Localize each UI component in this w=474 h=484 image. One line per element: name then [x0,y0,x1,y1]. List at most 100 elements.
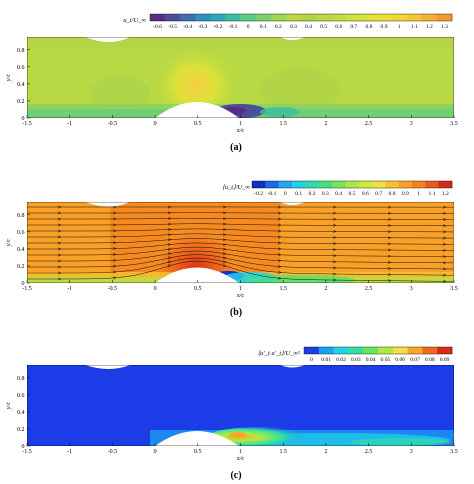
streamline-arrow [442,279,447,283]
colorbar-frame [149,13,453,22]
streamline-arrow [57,253,62,257]
streamline-arrow [387,248,392,252]
colorbar-swatch [210,14,226,21]
colorbar-swatch [385,181,399,188]
x-tick-label: 3 [410,121,413,127]
axes-b: -1.5 -1 -0.5 0 0.5 1 1.5 2 2.5 3 3.5 0 0.2 0.4 0.6 0.8 x… [5,213,458,299]
streamline-arrow [387,254,392,258]
colorbar-swatch [332,181,346,188]
streamline-arrow [57,223,62,227]
streamline-arrow [112,264,117,268]
colorbar-tick-label: 0.5 [349,191,356,197]
streamline-arrow [167,228,172,231]
streamline-arrow [112,247,117,250]
streamline-arrow [277,229,282,233]
colorbar-swatch [392,347,408,354]
colorbar-tick-label: 1.1 [429,191,436,197]
streamline-arrow [442,230,447,234]
colorbar-tick-label: 0.6 [335,24,342,30]
streamline-arrow [222,243,227,246]
streamline-arrow [222,233,227,237]
colorbar-tick-label: -0.2 [254,191,263,197]
y-tick-label: 0.6 [17,393,25,399]
streamline-arrow [387,205,392,209]
colorbar-tick-label: -0.5 [168,24,177,30]
colorbar-swatch [240,14,256,21]
y-tick-label: 0.2 [17,264,25,270]
colorbar-swatch [292,181,306,188]
streamline-arrow [57,277,62,281]
colorbar-tick-label: 0.2 [275,24,282,30]
colorbar-tick-label: 0.01 [321,357,331,363]
x-tick-label: 3 [410,449,413,455]
colorbar-swatch [398,181,413,188]
colorbar-tick-label: 0.07 [410,357,420,363]
streamline-arrow [222,256,227,260]
colorbar-tick-label: -0.2 [214,24,223,30]
colorbar-tick-label: 1.2 [442,191,449,197]
axes-c: -1.5 -1 -0.5 0 0.5 1 1.5 2 2.5 3 3.5 0 0.2 0.4 0.6 0.8 x… [5,376,458,462]
streamline-arrow [332,236,337,239]
colorbar-swatch [195,14,211,21]
y-tick-label: 0.8 [17,48,25,54]
streamline-arrow [277,205,282,209]
x-axis-label: x/c [236,127,245,134]
streamline-arrow [222,217,227,220]
streamline-arrow [167,217,172,220]
x-tick-label: 3.5 [450,286,458,292]
streamline-arrow [442,211,447,215]
streamline-arrow [57,265,62,269]
colorbar-frame [251,180,453,189]
colorbar-swatch [407,347,423,354]
colorbar-swatch [348,347,364,354]
colorbar-tick-label: 0.04 [366,357,376,363]
streamline-arrow [167,264,172,268]
streamline-arrow [112,223,117,227]
streamline-arrow [167,211,172,215]
streamline-arrow [277,217,282,221]
colorbar-swatch [305,181,319,188]
y-tick-label: 0.6 [17,65,25,71]
streamline [27,233,454,239]
colorbar-tick-label: 0.6 [362,191,369,197]
colorbar-tick-label: 0.3 [322,191,329,197]
colorbar-tick-label: 0.05 [381,357,391,363]
x-tick-label: 2 [324,121,327,127]
x-tick-label: 0.5 [194,286,202,292]
colorbar-swatch [412,181,426,188]
colorbar-swatch [265,181,279,188]
x-tick-label: 1 [239,286,242,292]
colorbar-tick-label: 0.08 [425,357,435,363]
streamline [27,228,454,233]
streamline-arrow [57,229,62,233]
streamline-arrow [167,243,172,246]
y-axis-label: y/c [5,239,12,248]
streamline-arrow [112,270,117,274]
colorbar-label-a: u_t/U_∞ [123,17,146,24]
colorbar-swatch [318,347,334,354]
streamline-arrow [332,278,337,282]
colorbar-swatch [252,181,266,188]
streamline-arrow [332,217,337,221]
streamline-arrow [332,254,337,258]
streamline-arrow [167,260,172,264]
colorbar-tick-label: 0.8 [365,24,372,30]
colorbar-swatch [421,14,438,21]
colorbar-swatch [346,14,362,21]
y-tick-label: 0.4 [17,410,25,416]
streamline-arrow [57,217,62,221]
colorbar-a: -0.6 -0.5 -0.4 -0.3 -0.2 -0.1 0 0.1 0.2 0.3 0.4 0.5… [123,13,453,30]
streamline-arrow [387,279,392,283]
colorbar-tick-label: 0.9 [402,191,409,197]
y-tick-label: 0.2 [17,99,25,105]
streamline-arrow [222,264,227,268]
y-tick-label: 0 [22,281,25,287]
x-tick-label: 0 [154,121,157,127]
streamline-arrow [112,235,117,239]
streamline-arrow [442,273,447,277]
streamline-arrow [57,247,62,251]
colorbar-swatch [345,181,359,188]
streamline-arrow [442,261,447,265]
colorbar-tick-label: 0.8 [389,191,396,197]
streamline-arrow [112,276,117,280]
